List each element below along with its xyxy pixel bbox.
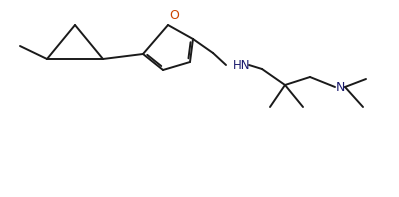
Text: O: O — [169, 9, 179, 22]
Text: N: N — [335, 81, 345, 94]
Text: HN: HN — [233, 59, 251, 72]
